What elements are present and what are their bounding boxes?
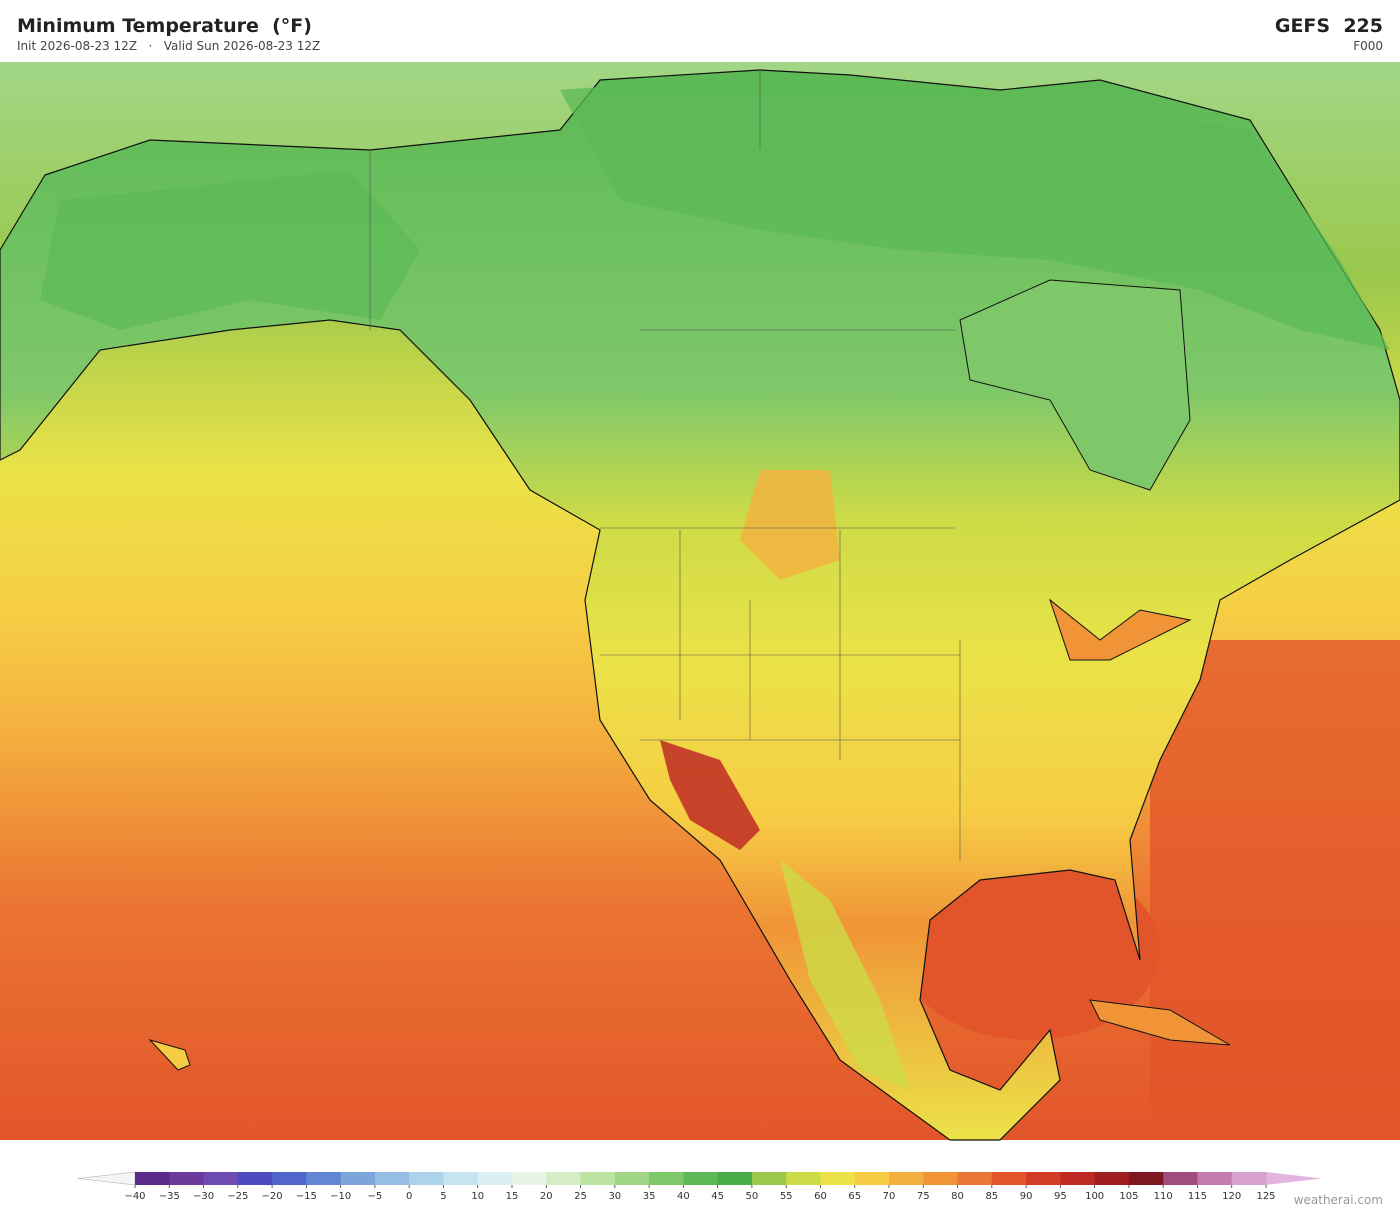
colorbar-tick-label: 125 xyxy=(1256,1191,1275,1202)
colorbar-segment xyxy=(306,1172,342,1185)
colorbar-segment xyxy=(272,1172,307,1185)
colorbar-segment xyxy=(340,1172,376,1185)
colorbar-tick-label: 0 xyxy=(406,1191,412,1202)
colorbar-segment xyxy=(649,1172,684,1185)
colorbar-tick-label: 45 xyxy=(711,1191,724,1202)
colorbar-segment xyxy=(203,1172,239,1185)
colorbar-segment xyxy=(169,1172,205,1185)
colorbar-tick-label: 10 xyxy=(471,1191,484,1202)
colorbar-tick-label: 70 xyxy=(883,1191,896,1202)
colorbar-segment xyxy=(751,1172,787,1185)
colorbar-tick-label: −15 xyxy=(296,1191,317,1202)
colorbar-tick-label: 30 xyxy=(608,1191,621,1202)
subtitle: Init 2026-08-23 12Z · Valid Sun 2026-08-… xyxy=(17,39,320,53)
colorbar-segment xyxy=(1060,1172,1096,1185)
colorbar-segment xyxy=(820,1172,856,1185)
colorbar-segment xyxy=(889,1172,924,1185)
model-name: GEFS 225 xyxy=(1274,15,1383,37)
colorbar-segment xyxy=(1197,1172,1233,1185)
colorbar-segment xyxy=(957,1172,993,1185)
colorbar-tick-label: 85 xyxy=(985,1191,998,1202)
colorbar-segment xyxy=(1163,1172,1198,1185)
colorbar-tick-label: −40 xyxy=(124,1191,145,1202)
colorbar-segment xyxy=(135,1172,170,1185)
colorbar-segment xyxy=(1231,1172,1267,1185)
colorbar-segment xyxy=(546,1172,582,1185)
colorbar-tick-label: 80 xyxy=(951,1191,964,1202)
colorbar-segment xyxy=(443,1172,479,1185)
colorbar-segment xyxy=(683,1172,719,1185)
map-title: Minimum Temperature (°F) xyxy=(17,15,312,37)
colorbar-tick-label: 105 xyxy=(1119,1191,1138,1202)
colorbar-under xyxy=(77,1171,136,1186)
colorbar-segment xyxy=(580,1172,616,1185)
colorbar-segment xyxy=(1094,1172,1130,1185)
colorbar-segment xyxy=(1128,1172,1164,1185)
colorbar-tick-label: 35 xyxy=(643,1191,656,1202)
colorbar-segment xyxy=(512,1172,547,1185)
colorbar-segment xyxy=(409,1172,444,1185)
colorbar-segment xyxy=(237,1172,273,1185)
colorbar-tick-label: −5 xyxy=(368,1191,383,1202)
watermark: weatherai.com xyxy=(1293,1193,1383,1207)
colorbar-tick-label: 20 xyxy=(540,1191,553,1202)
colorbar-tick-label: 55 xyxy=(780,1191,793,1202)
colorbar-tick-label: 90 xyxy=(1020,1191,1033,1202)
map-field xyxy=(0,62,1400,1141)
colorbar-tick-label: 60 xyxy=(814,1191,827,1202)
colorbar-over xyxy=(1266,1172,1322,1185)
colorbar-tick-label: 100 xyxy=(1085,1191,1104,1202)
colorbar-tick-label: −35 xyxy=(159,1191,180,1202)
colorbar-tick-label: 15 xyxy=(506,1191,519,1202)
init-time: Init 2026-08-23 12Z xyxy=(17,39,138,53)
colorbar-segment xyxy=(374,1172,410,1185)
colorbar-tick-label: −10 xyxy=(330,1191,351,1202)
valid-time: Valid Sun 2026-08-23 12Z xyxy=(163,39,321,53)
separator: · xyxy=(148,39,153,53)
forecast-hour: F000 xyxy=(1353,39,1383,53)
colorbar-tick-label: 50 xyxy=(746,1191,759,1202)
colorbar-tick-label: 25 xyxy=(574,1191,587,1202)
colorbar-segment xyxy=(786,1172,821,1185)
colorbar-tick-label: 65 xyxy=(848,1191,861,1202)
colorbar-tick-label: 75 xyxy=(917,1191,930,1202)
colorbar-tick-label: −25 xyxy=(227,1191,248,1202)
colorbar-segment xyxy=(717,1172,753,1185)
colorbar-segment xyxy=(991,1172,1027,1185)
colorbar-tick-label: 95 xyxy=(1054,1191,1067,1202)
colorbar-segment xyxy=(923,1172,959,1185)
colorbar-tick-label: 40 xyxy=(677,1191,690,1202)
colorbar-tick-label: 5 xyxy=(440,1191,446,1202)
colorbar-segment xyxy=(614,1172,650,1185)
colorbar-tick-label: 120 xyxy=(1222,1191,1241,1202)
colorbar-tick-label: −20 xyxy=(262,1191,283,1202)
colorbar-tick-label: 115 xyxy=(1188,1191,1207,1202)
colorbar-segment xyxy=(1026,1172,1061,1185)
colorbar-segment xyxy=(477,1172,513,1185)
colorbar-tick-label: −30 xyxy=(193,1191,214,1202)
colorbar-segment xyxy=(854,1172,890,1185)
colorbar-tick-label: 110 xyxy=(1154,1191,1173,1202)
